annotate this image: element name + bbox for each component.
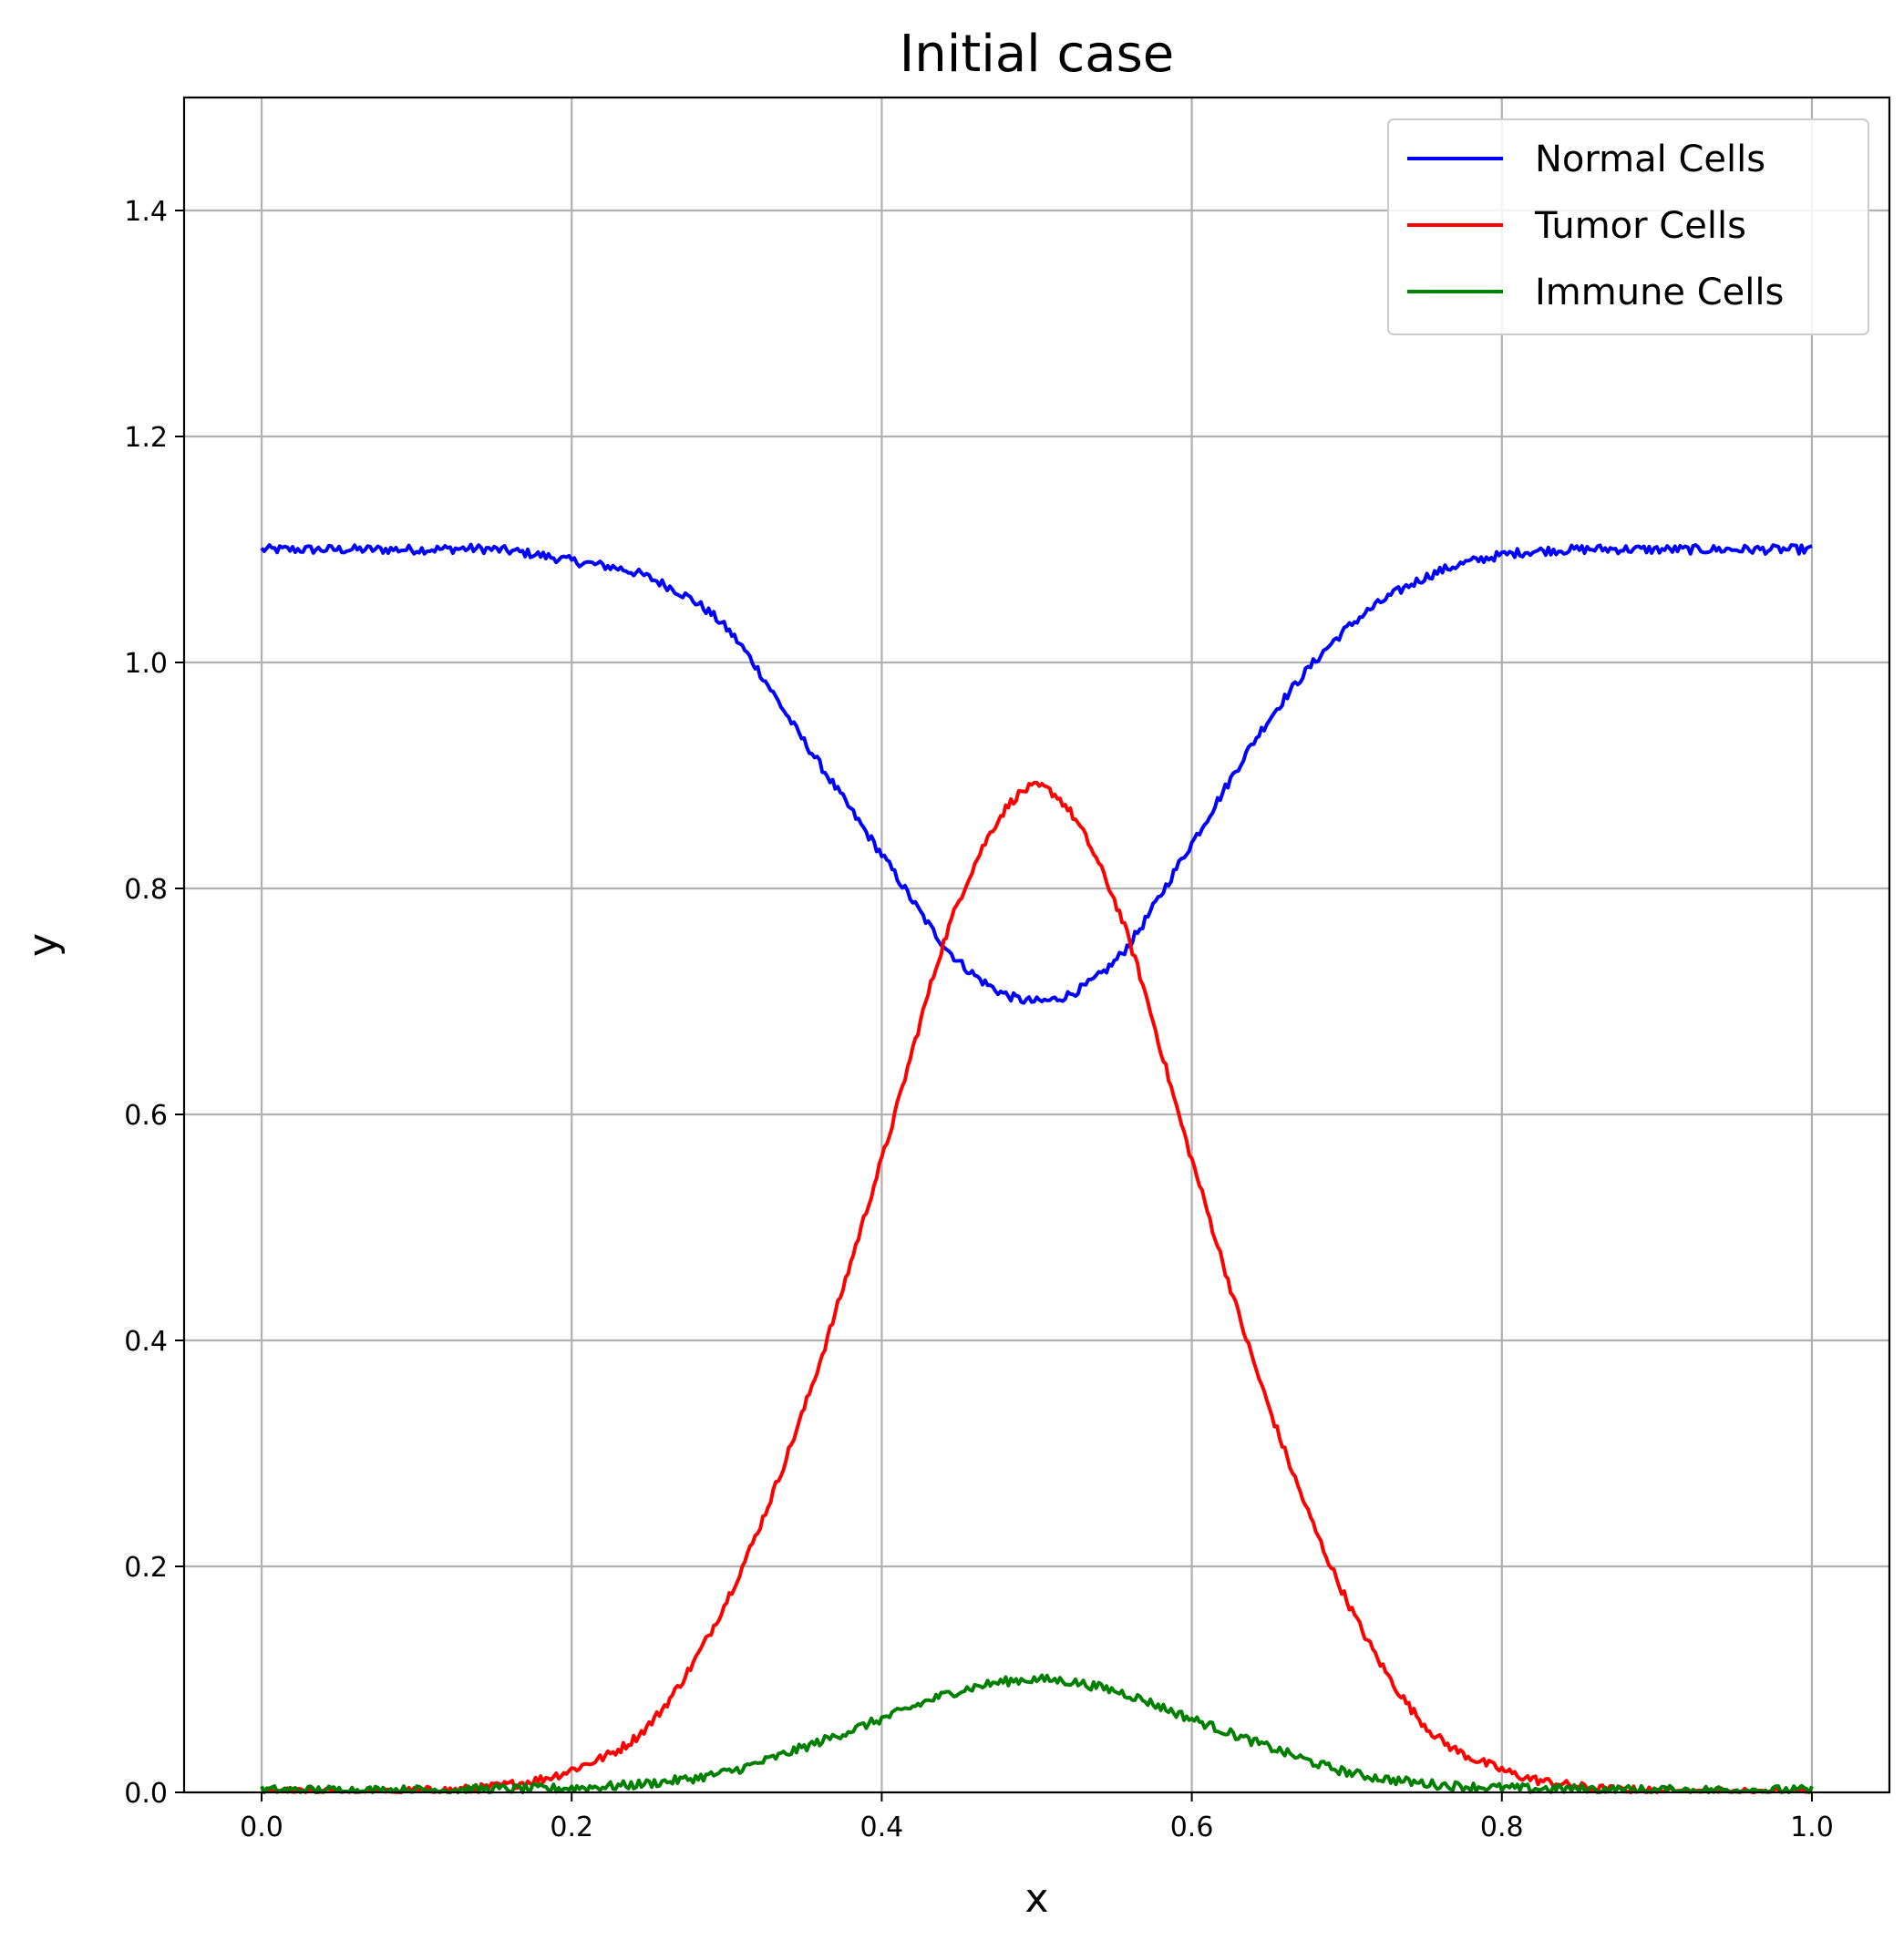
axis-ticks: 0.0 0.2 0.4 0.6 0.8 1.0 0.0 0.2 0.4 0.6 0.8 1.0 1.2 1… bbox=[124, 196, 1834, 1843]
x-tick-label: 0.6 bbox=[1170, 1812, 1214, 1843]
y-tick-label: 0.8 bbox=[124, 874, 168, 906]
y-tick-label: 0.4 bbox=[124, 1326, 168, 1358]
series-line bbox=[260, 1673, 1814, 1794]
series-line bbox=[260, 542, 1813, 1005]
y-tick-label: 1.4 bbox=[124, 196, 168, 228]
legend-label: Normal Cells bbox=[1535, 139, 1765, 180]
x-tick-label: 1.0 bbox=[1790, 1812, 1834, 1843]
y-tick-label: 0.0 bbox=[124, 1778, 168, 1810]
legend-label: Tumor Cells bbox=[1534, 205, 1746, 247]
chart-title: Initial case bbox=[900, 25, 1175, 84]
x-tick-label: 0.0 bbox=[240, 1812, 283, 1843]
legend-label: Immune Cells bbox=[1535, 272, 1784, 313]
grid bbox=[184, 98, 1889, 1792]
y-tick-label: 0.6 bbox=[124, 1100, 168, 1132]
legend-box bbox=[1387, 118, 1869, 335]
y-tick-label: 0.2 bbox=[124, 1552, 168, 1584]
legend: Normal Cells Tumor Cells Immune Cells bbox=[1387, 118, 1869, 335]
plot-frame bbox=[182, 96, 1891, 1794]
series-lines bbox=[260, 542, 1814, 1794]
y-tick-label: 1.2 bbox=[124, 422, 168, 454]
x-axis-label: x bbox=[1024, 1875, 1048, 1922]
y-tick-label: 1.0 bbox=[124, 648, 168, 680]
x-tick-label: 0.8 bbox=[1480, 1812, 1524, 1843]
x-tick-label: 0.2 bbox=[550, 1812, 593, 1843]
y-axis-label: y bbox=[20, 933, 67, 957]
x-tick-label: 0.4 bbox=[860, 1812, 904, 1843]
